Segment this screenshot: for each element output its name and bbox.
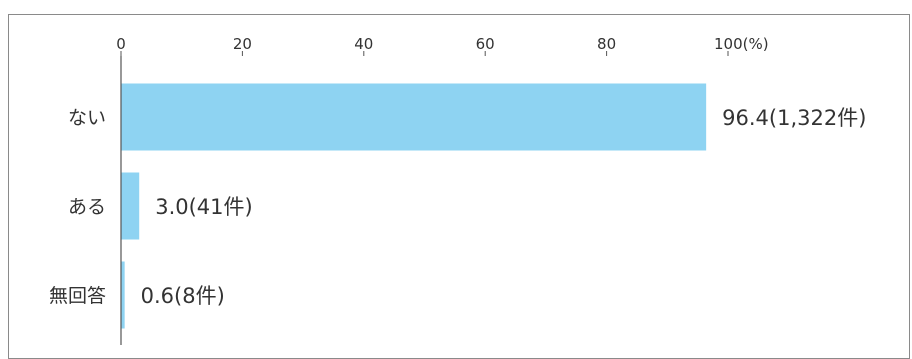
x-tick-label-60: 60 <box>476 35 495 53</box>
x-tick-label-0: 0 <box>116 35 126 53</box>
bar-1 <box>121 172 140 240</box>
category-label-2: 無回答 <box>49 285 106 307</box>
data-label-1: 3.0(41件) <box>155 195 253 219</box>
bar-0 <box>121 83 707 151</box>
category-label-1: ある <box>68 196 106 218</box>
x-tick-label-40: 40 <box>354 35 373 53</box>
x-tick-label-80: 80 <box>597 35 616 53</box>
x-axis-ticks: 0 20 40 60 80 100(%) <box>116 35 769 56</box>
data-labels: 96.4(1,322件) 3.0(41件) 0.6(8件) <box>141 106 867 308</box>
bars <box>121 83 707 329</box>
data-label-0: 96.4(1,322件) <box>722 106 866 130</box>
category-label-0: ない <box>68 107 106 129</box>
x-tick-label-20: 20 <box>233 35 252 53</box>
data-label-2: 0.6(8件) <box>141 284 225 308</box>
bar-2 <box>121 261 125 329</box>
x-tick-label-100: 100(%) <box>714 35 769 53</box>
